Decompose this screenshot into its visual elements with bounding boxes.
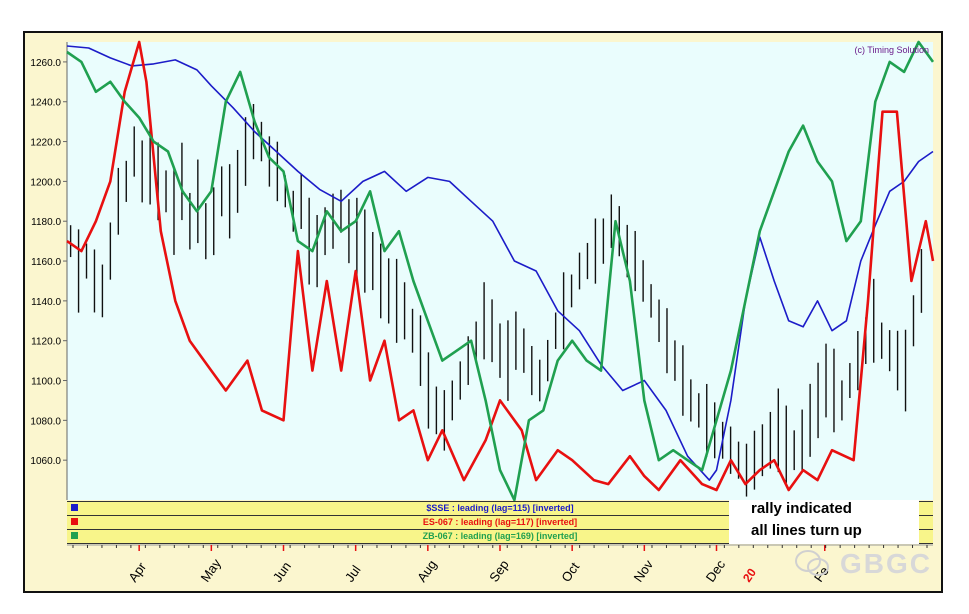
plot-area [67,42,933,500]
y-tick-label: 1120.0 [31,337,61,348]
wechat-icon [795,550,829,576]
legend-swatch-es [71,518,78,525]
series-line-1 [66,40,935,492]
series-lines [66,40,935,502]
legend-label-es: ES-067 : leading (lag=117) [inverted] [422,517,578,527]
legend-label-sse: $SSE : leading (lag=115) [inverted] [426,503,574,513]
legend-row-es: ES-067 : leading (lag=117) [inverted] [67,515,933,529]
legend-row-zb: ZB-067 : leading (lag=169) [inverted] [67,529,933,544]
y-tick-label: 1220.0 [30,138,61,149]
y-tick-label: 1060.0 [30,456,61,467]
legend-swatch-sse [71,504,78,511]
y-tick-label: 1160.0 [31,257,61,268]
y-axis: 1260.0 1240.0 1220.0 1200.0 1180.0 1160.0 1140… [30,42,68,500]
annotation-box: rally indicated all lines turn up [729,500,919,544]
x-tick-label: Nov [631,557,657,585]
watermark-text: GBGC [840,548,932,579]
x-tick-label: Apr [125,559,149,585]
copyright-text: (c) Timing Solution [854,45,929,55]
x-tick-label: Jun [270,559,294,585]
x-tick-label: May [198,556,225,585]
x-tick-label: Sep [486,557,512,585]
x-tick-label: Jul [342,562,364,584]
y-tick-label: 1080.0 [30,416,61,427]
legend-row-sse: $SSE : leading (lag=115) [inverted] [67,501,933,515]
y-tick-label: 1200.0 [30,177,61,188]
y-tick-label: 1260.0 [30,58,61,69]
y-tick-label: 1140.0 [31,297,61,308]
x-tick-label: Aug [414,557,440,585]
year-marker: 20 [740,565,759,584]
x-tick-label: Oct [558,559,582,584]
y-tick-label: 1100.0 [31,377,61,388]
annotation-line-2: all lines turn up [751,522,862,539]
x-tick-label: Dec [703,557,729,585]
series-line-2 [66,40,935,502]
annotation-line-1: rally indicated [751,500,852,517]
legend-label-zb: ZB-067 : leading (lag=169) [inverted] [422,531,578,541]
legend-swatch-zb [71,532,78,539]
y-tick-label: 1180.0 [31,217,61,228]
y-tick-label: 1240.0 [30,98,61,109]
